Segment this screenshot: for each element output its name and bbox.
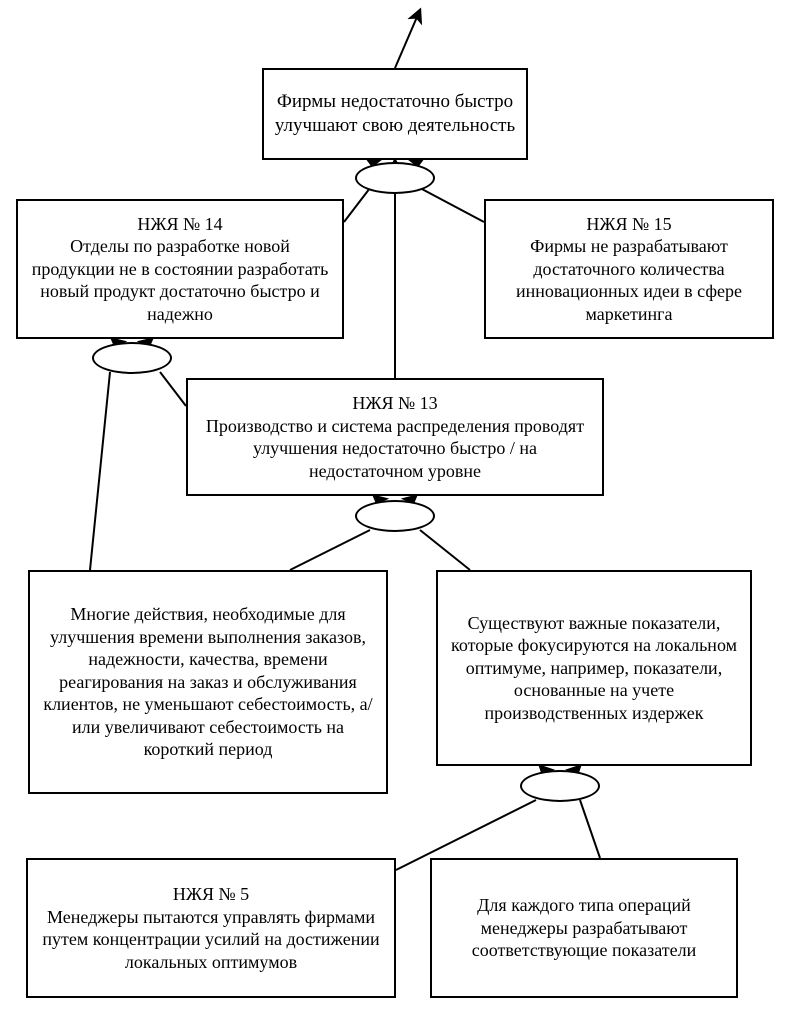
node-indicators-text: Существуют важные показатели, которые фо… <box>448 612 740 725</box>
node-n5: НЖЯ № 5 Менеджеры пытаются управлять фир… <box>26 858 396 998</box>
node-n15: НЖЯ № 15 Фирмы не разрабатывают достаточ… <box>484 199 774 339</box>
node-indicators: Существуют важные показатели, которые фо… <box>436 570 752 766</box>
node-n13: НЖЯ № 13 Производство и система распреде… <box>186 378 604 496</box>
node-n5-title: НЖЯ № 5 <box>173 883 249 906</box>
node-top: Фирмы недостаточно быстро улучшают свою … <box>262 68 528 160</box>
node-n14-text: Отделы по разработке новой продукции не … <box>28 235 332 325</box>
connector-n14 <box>92 342 172 374</box>
node-n13-title: НЖЯ № 13 <box>352 392 437 415</box>
node-top-text: Фирмы недостаточно быстро улучшают свою … <box>274 90 516 138</box>
node-n15-title: НЖЯ № 15 <box>586 213 671 236</box>
node-develop-text: Для каждого типа операций менеджеры разр… <box>442 894 726 962</box>
node-n15-text: Фирмы не разрабатывают достаточного коли… <box>496 235 762 325</box>
connector-n13 <box>355 500 435 532</box>
connector-top <box>355 162 435 194</box>
node-actions-text: Многие действия, необходимые для улучшен… <box>40 603 376 761</box>
node-n13-text: Производство и система распределения про… <box>198 415 592 483</box>
node-n5-text: Менеджеры пытаются управлять фирмами пут… <box>38 906 384 974</box>
node-actions: Многие действия, необходимые для улучшен… <box>28 570 388 794</box>
node-develop: Для каждого типа операций менеджеры разр… <box>430 858 738 998</box>
node-n14: НЖЯ № 14 Отделы по разработке новой прод… <box>16 199 344 339</box>
diagram-canvas: Фирмы недостаточно быстро улучшают свою … <box>0 0 790 1014</box>
connector-indicators <box>520 770 600 802</box>
node-n14-title: НЖЯ № 14 <box>137 213 222 236</box>
